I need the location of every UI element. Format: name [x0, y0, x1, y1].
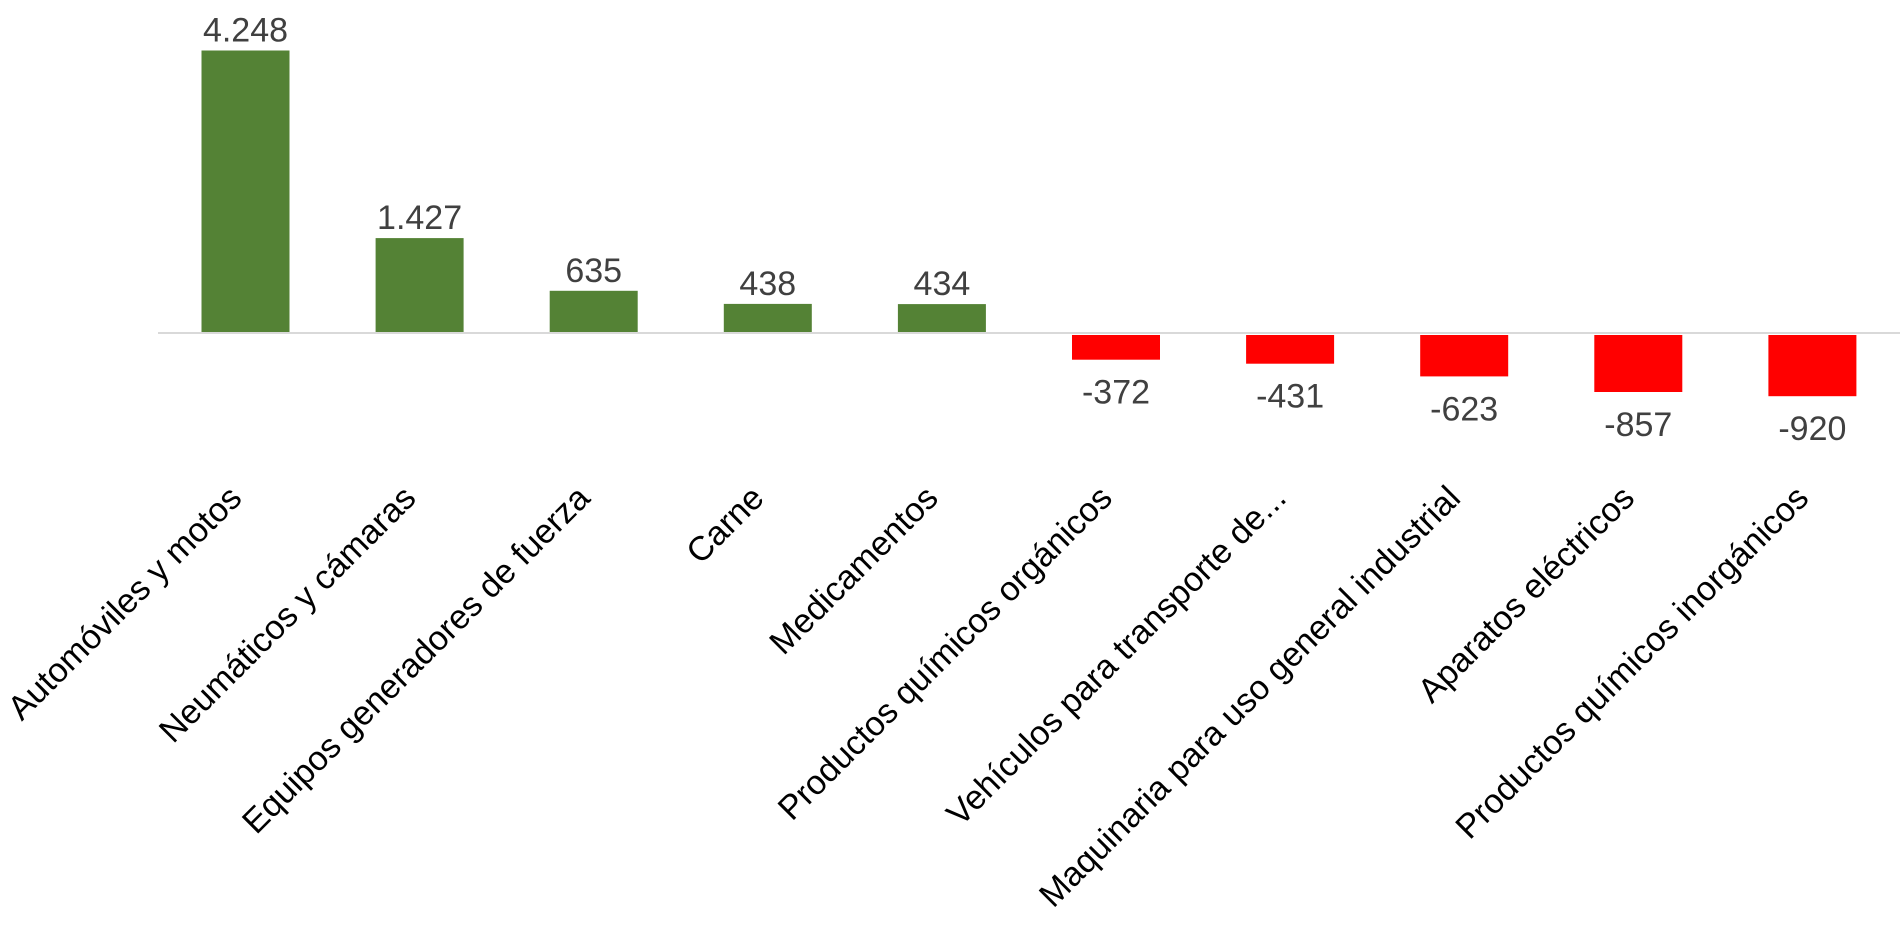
bar-3	[549, 290, 638, 333]
bar-8	[1420, 335, 1509, 377]
bar-2	[375, 238, 464, 333]
data-label-9: -857	[1604, 406, 1672, 444]
data-label-1: 4.248	[203, 12, 288, 50]
value-labels-group: 4.248 1.427 635 438 434 -372 -431 -623 -857 -920	[203, 12, 1846, 449]
category-label-6: Productos químicos orgánicos	[771, 479, 1120, 828]
data-label-4: 438	[739, 265, 796, 303]
data-label-2: 1.427	[377, 199, 462, 237]
bar-5	[897, 304, 986, 333]
category-label-7: Vehículos para transporte de...	[939, 479, 1293, 833]
category-label-4: Carne	[679, 479, 771, 571]
category-label-3: Equipos generadores de fuerza	[235, 479, 597, 841]
bar-9	[1594, 335, 1683, 392]
bar-10	[1768, 335, 1857, 397]
data-label-7: -431	[1256, 378, 1324, 416]
bar-1	[201, 50, 290, 333]
data-label-3: 635	[565, 252, 622, 290]
data-label-5: 434	[914, 265, 971, 303]
bar-4	[723, 303, 812, 333]
data-label-6: -372	[1082, 374, 1150, 412]
data-label-10: -920	[1778, 410, 1846, 448]
bar-7	[1246, 335, 1335, 364]
category-label-5: Medicamentos	[762, 479, 945, 662]
bars-group	[201, 50, 1857, 397]
category-label-10: Productos químicos inorgánicos	[1448, 479, 1816, 847]
bar-6	[1072, 335, 1160, 360]
data-label-8: -623	[1430, 390, 1498, 428]
